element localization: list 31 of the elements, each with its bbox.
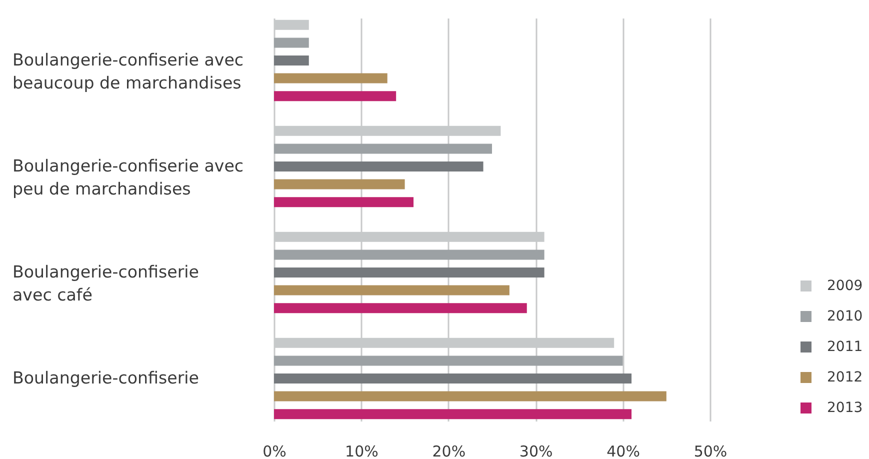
x-tick-label: 30% (519, 442, 553, 459)
bar (274, 267, 544, 278)
x-tick-label: 0% (262, 442, 286, 459)
x-tick-label: 40% (606, 442, 640, 459)
legend-label: 2011 (827, 339, 863, 355)
bar (274, 250, 544, 260)
bar (274, 356, 623, 366)
y-tick-label: Boulangerie-confiserie avec café (12, 262, 199, 304)
x-tick-label: 20% (432, 442, 466, 459)
y-tick-label: Boulangerie-confiserie avec beaucoup de marchandises (12, 50, 244, 93)
bar (274, 391, 666, 402)
legend-label: 2013 (827, 400, 863, 416)
y-tick-label: Boulangerie-confiserie (12, 368, 199, 388)
bar (274, 144, 492, 154)
x-tick-label: 10% (345, 442, 378, 459)
bar (274, 197, 414, 208)
legend-label: 2012 (827, 370, 863, 386)
x-tick-label: 50% (694, 442, 728, 459)
bar (274, 162, 484, 172)
bar (274, 73, 388, 84)
y-tick-label: Boulangerie-confiserie avec peu de marchandises (12, 156, 244, 198)
bar (274, 38, 309, 48)
bar (274, 409, 632, 420)
bar (274, 373, 632, 384)
bar (274, 285, 510, 296)
bar (274, 91, 396, 102)
bar (274, 179, 405, 190)
legend-label: 2010 (827, 308, 863, 324)
legend-label: 2009 (827, 278, 863, 294)
bar (274, 56, 309, 66)
bar (274, 303, 527, 314)
